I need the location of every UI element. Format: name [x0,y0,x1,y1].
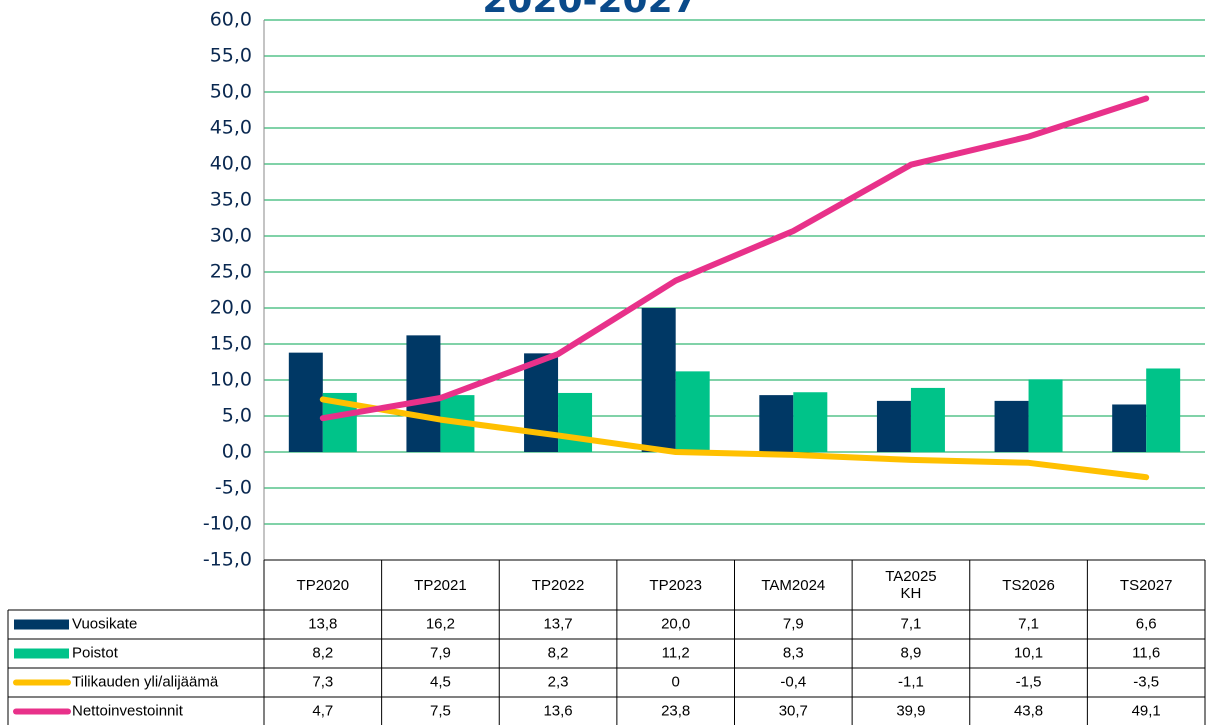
data-label: 6,6 [1136,615,1157,632]
category: TA2025 KH [885,568,937,602]
y-tick-label: 0,0 [222,441,252,463]
bar [994,400,1029,452]
data-label: -3,5 [1133,673,1159,690]
data-label: 4,5 [430,673,451,690]
data-label: 20,0 [661,615,690,632]
x-tick-label: TP2022 [499,560,617,610]
y-tick-label: -15,0 [203,549,252,571]
x-tick-label: TP2021 [382,560,500,610]
y-tick-label: -10,0 [203,513,252,535]
data-label: 0 [672,673,680,690]
line [319,396,1150,481]
y-tick-label: 25,0 [210,261,252,283]
data-label: -1,5 [1016,673,1042,690]
bar [1112,404,1147,452]
y-tick-label: 60,0 [210,9,252,31]
category: TP2020 [296,576,350,594]
category: TS2026 [1002,576,1055,594]
y-tick-label: 40,0 [210,153,252,175]
data-label: 16,2 [426,615,455,632]
legend-label: Vuosikate [72,615,137,632]
data-label: 7,3 [312,673,333,690]
legend-label: Tilikauden yli/alijäämä [72,673,219,690]
data-label: 43,8 [1014,702,1043,719]
y-tick-label: 45,0 [210,117,252,139]
y-tick-label: 55,0 [210,45,252,67]
bar [759,395,794,452]
data-label: 11,2 [662,644,690,661]
data-label: 8,9 [901,644,922,661]
bar [793,392,828,452]
data-label: 8,2 [312,644,333,661]
data-label: 13,8 [308,615,337,632]
category: TAM2024 [761,576,826,594]
data-label: 8,2 [548,644,569,661]
bar [675,371,710,452]
data-label: 7,5 [430,702,451,719]
data-label: 49,1 [1132,702,1161,719]
data-label: 4,7 [312,702,333,719]
bar [641,308,676,452]
data-label: 30,7 [779,702,808,719]
bar [1028,379,1063,452]
x-tick-label: TP2023 [617,560,735,610]
y-tick-label: -5,0 [215,477,252,499]
data-label: 10,1 [1014,644,1043,661]
category: TS2027 [1119,576,1173,594]
legend-label: Poistot [72,644,119,661]
x-tick-label: TS2026 [970,560,1088,610]
bar [406,335,441,452]
legend-swatch [14,648,69,659]
bar [876,400,911,452]
y-tick-label: 5,0 [222,405,252,427]
legend-label: Nettoinvestoinnit [72,702,184,719]
y-tick-label: 50,0 [210,81,252,103]
data-label: 7,9 [430,644,451,661]
data-label: 7,1 [1018,615,1039,632]
y-tick-label: 20,0 [210,297,252,319]
bar [910,387,945,452]
x-tick-label: TAM2024 [735,560,853,610]
x-tick-label: TS2027 [1087,560,1205,610]
x-tick-label: TP2020 [264,560,382,610]
category: TP2022 [531,576,585,594]
data-label: 11,6 [1132,644,1160,661]
chart-title: 2020-2027 [482,0,697,21]
category: TP2021 [414,576,467,594]
y-tick-label: 35,0 [210,189,252,211]
bar [1146,368,1181,452]
y-tick-label: 30,0 [210,225,252,247]
data-label: -0,4 [780,673,806,690]
data-label: 2,3 [548,673,569,690]
data-label: 7,1 [901,615,922,632]
category: TP2023 [649,576,702,594]
data-label: 8,3 [783,644,804,661]
data-label: 7,9 [783,615,804,632]
bar [288,352,323,452]
data-label: 23,8 [661,702,690,719]
data-label: 13,6 [543,702,572,719]
data-label: 39,9 [896,702,925,719]
data-label: 13,7 [543,615,572,632]
legend-swatch [14,619,69,630]
x-tick-label: TA2025 KH [852,560,970,610]
y-tick-label: 15,0 [210,333,252,355]
y-tick-label: 10,0 [210,369,252,391]
line [319,95,1150,422]
data-label: -1,1 [898,673,924,690]
bar [558,392,593,452]
